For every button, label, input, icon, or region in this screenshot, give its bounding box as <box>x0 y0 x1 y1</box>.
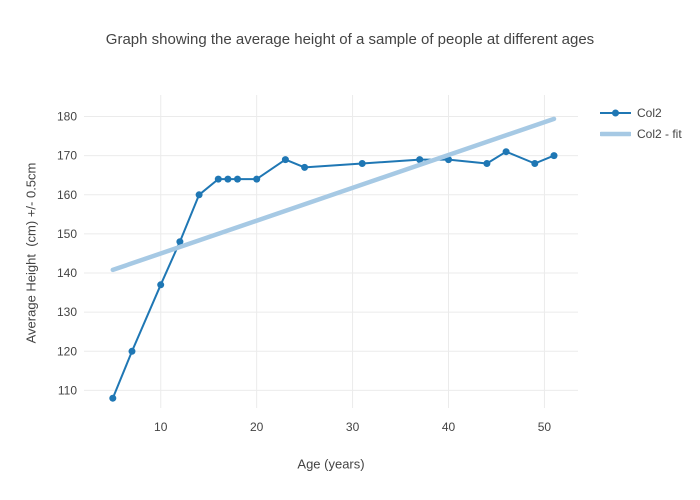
legend-label-col2: Col2 <box>637 105 662 120</box>
col2-data-point[interactable] <box>416 156 424 164</box>
x-tick-label: 20 <box>250 420 264 434</box>
col2-data-point[interactable] <box>483 160 491 167</box>
x-axis-title: Age (years) <box>297 456 365 472</box>
y-axis-title: Average Height (cm) +/- 0.5cm <box>23 162 39 344</box>
legend-item-col2-fit[interactable]: Col2 - fit <box>600 125 682 142</box>
thick-line-swatch-icon <box>600 131 631 136</box>
chart-title: Graph showing the average height of a sa… <box>105 31 595 48</box>
col2-data-point[interactable] <box>502 148 510 156</box>
col2-fit-line <box>110 116 557 273</box>
x-tick-label: 10 <box>154 420 168 434</box>
col2-data-point[interactable] <box>253 175 261 183</box>
y-tick-label: 170 <box>57 149 77 163</box>
y-tick-label: 140 <box>57 266 77 280</box>
col2-data-point[interactable] <box>109 394 117 402</box>
col2-data-point[interactable] <box>281 156 289 164</box>
col2-data-point[interactable] <box>531 160 539 167</box>
x-tick-label: 30 <box>346 420 360 434</box>
y-tick-label: 130 <box>57 305 77 319</box>
legend: Col2 Col2 - fit <box>600 104 682 142</box>
legend-item-col2[interactable]: Col2 <box>600 104 682 121</box>
y-tick-label: 120 <box>57 344 77 358</box>
y-tick-label: 160 <box>57 188 77 202</box>
col2-data-point[interactable] <box>550 152 558 160</box>
line-marker-swatch-icon <box>600 109 631 116</box>
y-tick-label: 180 <box>57 110 77 124</box>
col2-data-point[interactable] <box>157 281 165 289</box>
x-tick-label: 40 <box>442 420 456 434</box>
y-tick-label: 110 <box>58 383 77 397</box>
col2-data-point[interactable] <box>234 175 241 183</box>
col2-data-point[interactable] <box>358 160 366 167</box>
col2-data-point[interactable] <box>195 191 203 199</box>
legend-label-col2-fit: Col2 - fit <box>637 126 682 141</box>
col2-data-point[interactable] <box>176 238 184 246</box>
x-tick-label: 50 <box>538 420 552 434</box>
col2-line <box>111 150 555 400</box>
col2-data-point[interactable] <box>214 175 222 183</box>
y-tick-label: 150 <box>57 227 77 241</box>
col2-data-point[interactable] <box>128 347 136 355</box>
col2-data-point[interactable] <box>301 163 309 171</box>
col2-data-point[interactable] <box>224 175 232 183</box>
